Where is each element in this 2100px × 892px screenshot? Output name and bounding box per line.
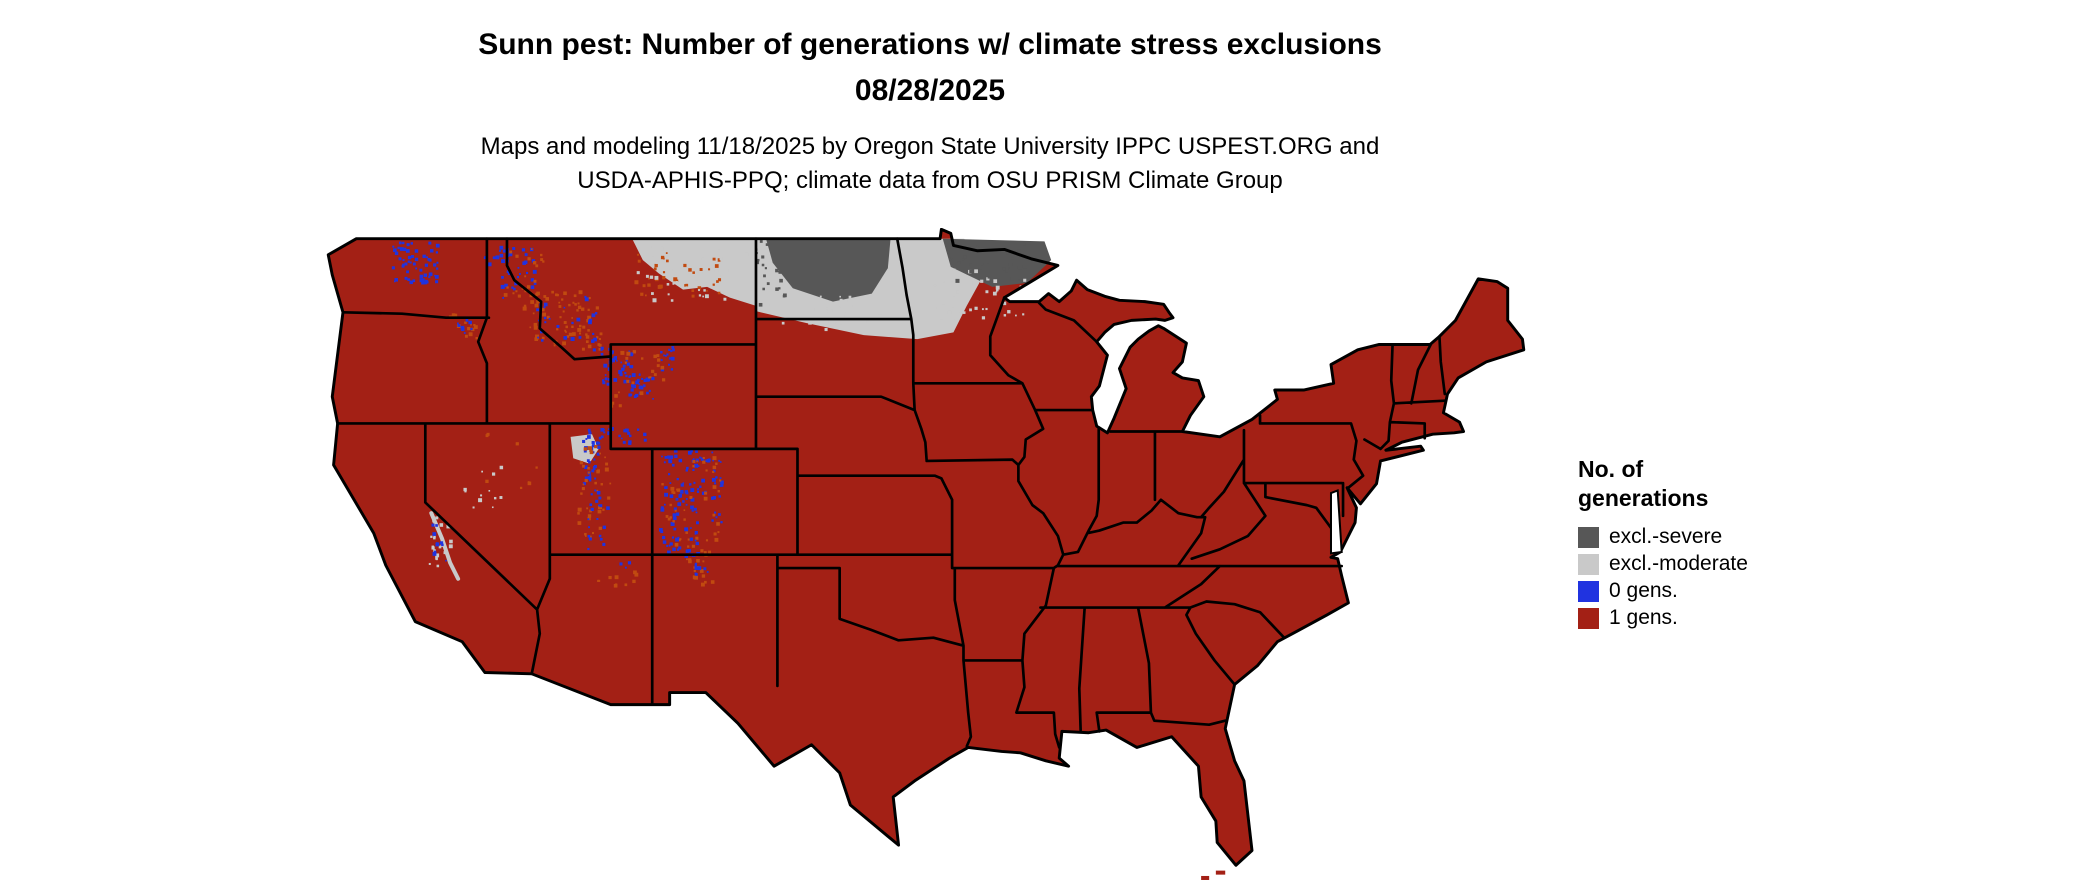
map-title-line1: Sunn pest: Number of generations w/ clim… [478, 28, 1382, 61]
legend-label-excl-severe: excl.-severe [1609, 525, 1723, 548]
florida-keys [1201, 870, 1226, 880]
legend-row-excl-moderate: excl.-moderate [1578, 552, 1748, 575]
exclusion-severe-regions [766, 238, 1052, 302]
country-outline [326, 228, 1526, 867]
header: Sunn pest: Number of generations w/ clim… [0, 0, 1860, 198]
legend-swatch-excl-moderate [1578, 553, 1599, 575]
legend-row-one-gens: 1 gens. [1578, 606, 1748, 629]
legend-label-excl-moderate: excl.-moderate [1609, 552, 1748, 575]
map-subtitle-line1: Maps and modeling 11/18/2025 by Oregon S… [480, 133, 1380, 160]
map-title-line2: 08/28/2025 [854, 74, 1006, 107]
state-borders [336, 237, 1447, 749]
map-subtitle-line2: USDA-APHIS-PPQ; climate data from OSU PR… [577, 167, 1283, 194]
chesapeake-bay [1329, 488, 1343, 555]
legend-title-line2: generations [1578, 485, 1709, 511]
legend-label-zero-gens: 0 gens. [1609, 579, 1678, 602]
legend: No. of generations excl.-severe excl.-mo… [1578, 455, 1748, 629]
map-subtitle: Maps and modeling 11/18/2025 by Oregon S… [0, 130, 1860, 198]
us-landmass [328, 229, 1524, 866]
legend-swatch-one-gens [1578, 607, 1599, 629]
legend-title: No. of generations [1578, 455, 1748, 513]
speckle-overlay [391, 240, 1033, 588]
legend-title-line1: No. of [1578, 456, 1644, 482]
legend-row-zero-gens: 0 gens. [1578, 579, 1748, 602]
legend-swatch-zero-gens [1578, 580, 1599, 602]
legend-swatch-excl-severe [1578, 526, 1599, 548]
legend-label-one-gens: 1 gens. [1609, 606, 1678, 629]
map-container [321, 228, 1527, 884]
us-choropleth-map [326, 228, 1526, 880]
legend-row-excl-severe: excl.-severe [1578, 525, 1748, 548]
